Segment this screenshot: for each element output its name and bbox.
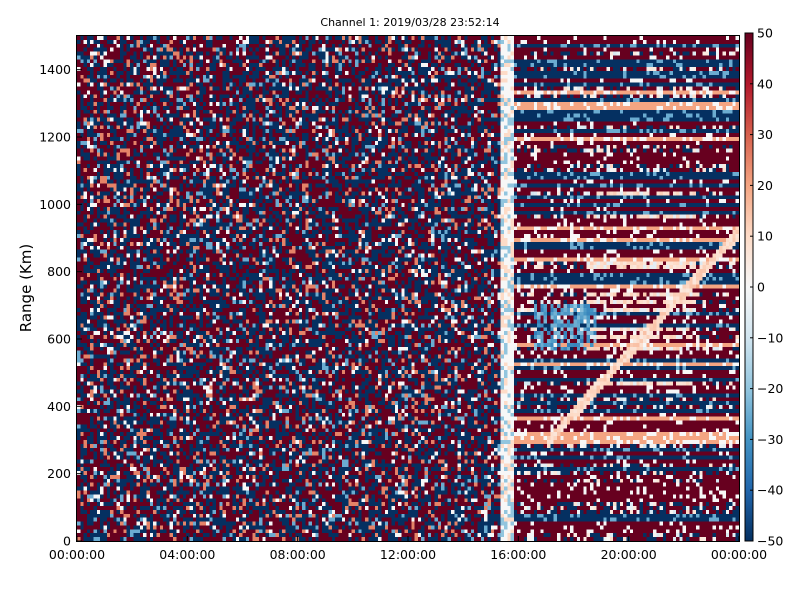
y-axis: 0 200 400 600 800 1000 1200 1400 (39, 62, 82, 549)
colorbar-tick-label: 40 (757, 76, 773, 91)
y-axis-label: Range (Km) (17, 244, 35, 332)
y-tick-label: 400 (47, 399, 71, 414)
x-tick-label: 08:00:00 (270, 547, 326, 562)
colorbar-tick-label: 10 (757, 229, 773, 244)
x-tick-label: 16:00:00 (490, 547, 546, 562)
x-tick-label: 20:00:00 (601, 547, 657, 562)
y-tick-label: 200 (47, 466, 71, 481)
colorbar: 50 40 30 20 10 0 −10 −20 −30 −40 −50 (744, 26, 783, 549)
colorbar-tick-label: 50 (757, 26, 773, 41)
x-tick-label: 00:00:00 (49, 547, 105, 562)
heatmap-image (77, 36, 739, 541)
x-tick-label: 00:00:00 (711, 547, 767, 562)
plot-frame (76, 35, 740, 542)
y-tick-label: 1000 (39, 197, 71, 212)
colorbar-tick-label: 0 (757, 280, 765, 295)
colorbar-tick-label: −30 (757, 432, 783, 447)
y-tick-label: 0 (63, 534, 71, 549)
colorbar-tick-label: −10 (757, 330, 783, 345)
heatmap-plot-area (77, 36, 739, 541)
y-tick-label: 1200 (39, 130, 71, 145)
colorbar-tick-label: 20 (757, 178, 773, 193)
colorbar-tick-label: −50 (757, 534, 783, 549)
x-axis: 00:00:00 04:00:00 08:00:00 12:00:00 16:00:00… (49, 536, 767, 562)
y-tick-label: 600 (47, 332, 71, 347)
colorbar-tick-label: 30 (757, 127, 773, 142)
y-tick-label: 800 (47, 264, 71, 279)
colorbar-tick-label: −40 (757, 483, 783, 498)
x-tick-label: 12:00:00 (380, 547, 436, 562)
colorbar-tick-label: −20 (757, 381, 783, 396)
y-tick-label: 1400 (39, 62, 71, 77)
x-tick-label: 04:00:00 (159, 547, 215, 562)
chart-title: Channel 1: 2019/03/28 23:52:14 (320, 16, 499, 29)
